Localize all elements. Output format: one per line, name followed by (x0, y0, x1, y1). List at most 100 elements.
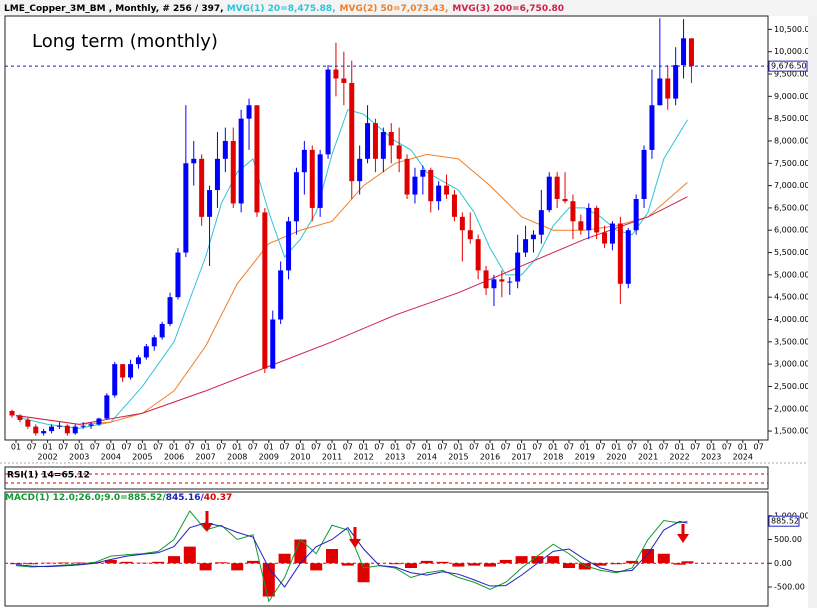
histogram-bar (563, 563, 575, 568)
x-tick-label: 01 (706, 443, 716, 452)
arrow-head (201, 523, 213, 532)
x-tick-label: 01 (548, 443, 558, 452)
current-price-label: 9,676.50 (771, 62, 807, 71)
candle-body (467, 230, 473, 240)
candle-body (570, 201, 576, 222)
candle-body (586, 207, 592, 231)
y-tick-label: 6,500.00 (774, 203, 810, 212)
candle-body (214, 158, 220, 191)
x-tick-label: 01 (169, 443, 179, 452)
macd-title-part: MACD(1) 12.0;26.0;9.0=885.52/ (5, 493, 166, 503)
candle-body (507, 281, 513, 283)
y-tick-label: 8,500.00 (774, 114, 810, 123)
x-tick-label: 01 (327, 443, 337, 452)
current-price-box (768, 60, 808, 72)
y-tick-label: 4,000.00 (774, 315, 810, 324)
y-tick-label: 7,000.00 (774, 181, 810, 190)
x-tick-label: 01 (485, 443, 495, 452)
rsi-panel (4, 466, 769, 490)
candle-body (88, 424, 94, 426)
x-year-label: 2014 (417, 453, 437, 462)
candle-body (207, 190, 213, 217)
histogram-bar (405, 563, 417, 568)
x-tick-label: 01 (264, 443, 274, 452)
macd-title-part: 845.16/ (166, 493, 205, 503)
x-tick-label: 07 (153, 443, 163, 452)
y-tick-label: 8,000.00 (774, 136, 810, 145)
candle-body (341, 78, 347, 83)
histogram-bar (57, 562, 70, 564)
candle-body (499, 279, 505, 282)
y-tick-label: -500.00 (774, 583, 805, 592)
candle-body (64, 425, 70, 434)
candle-body (230, 140, 236, 204)
x-tick-label: 07 (501, 443, 511, 452)
histogram-bar (120, 561, 133, 564)
x-tick-label: 01 (675, 443, 685, 452)
candle-body (49, 426, 55, 432)
candle-body (199, 158, 205, 217)
x-tick-label: 07 (58, 443, 68, 452)
x-tick-label: 07 (248, 443, 258, 452)
y-tick-label: 3,500.00 (774, 337, 810, 346)
x-tick-label: 07 (185, 443, 195, 452)
x-year-label: 2010 (290, 453, 310, 462)
candle-body (530, 234, 536, 240)
histogram-bar (357, 563, 370, 583)
x-tick-label: 07 (438, 443, 448, 452)
annotation-arrows (201, 511, 689, 548)
histogram-bar (247, 560, 259, 564)
candle-body (523, 239, 529, 253)
candle-body (388, 132, 394, 146)
x-tick-label: 01 (517, 443, 527, 452)
candle-body (278, 270, 284, 320)
candle-body (25, 419, 31, 427)
candle-body (128, 364, 134, 378)
candle-body (459, 216, 465, 231)
histogram-bar (199, 563, 212, 571)
x-tick-label: 07 (722, 443, 732, 452)
chart-title: Long term (monthly) (32, 31, 218, 52)
histogram-bar (547, 556, 560, 564)
histogram-bar (25, 563, 38, 565)
y-tick-label: 1,500.00 (774, 427, 810, 436)
y-tick-label: 9,000.00 (774, 92, 810, 101)
candle-body (143, 346, 149, 358)
current-value-box (768, 515, 800, 527)
histogram-bar (531, 556, 544, 564)
arrow-head (349, 539, 361, 548)
x-tick-label: 01 (201, 443, 211, 452)
candle-body (9, 410, 15, 416)
x-tick-label: 01 (106, 443, 116, 452)
candle-body (475, 239, 481, 271)
y-tick-label: 500.00 (774, 535, 802, 544)
histogram-bar (499, 559, 512, 564)
candle-body (444, 185, 450, 195)
x-tick-label: 01 (232, 443, 242, 452)
histogram-bar (657, 553, 670, 564)
candle-body (665, 78, 671, 99)
macd-title: MACD(1) 12.0;26.0;9.0=885.52/845.16/40.3… (5, 493, 232, 503)
scrollbar[interactable] (808, 16, 817, 608)
candle-body (554, 176, 560, 199)
header-bar (0, 0, 817, 16)
x-year-label: 2002 (37, 453, 57, 462)
y-tick-label: 5,500.00 (774, 248, 810, 257)
candle-body (56, 425, 62, 427)
arrow-head (677, 534, 689, 543)
candle-body (238, 118, 244, 204)
header-symbol: LME_Copper_3M_BM , Monthly, # 256 / 397, (4, 4, 227, 14)
candle-body (365, 123, 371, 159)
candle-body (428, 169, 434, 202)
x-tick-label: 07 (596, 443, 606, 452)
candle-body (270, 319, 276, 369)
x-tick-label: 07 (406, 443, 416, 452)
histogram-bar (642, 549, 654, 564)
candle-body (325, 69, 331, 155)
candle-body (578, 221, 584, 231)
candle-body (41, 431, 47, 434)
candle-body (412, 176, 418, 195)
y-tick-label: 3,000.00 (774, 360, 810, 369)
candle-body (17, 415, 23, 420)
